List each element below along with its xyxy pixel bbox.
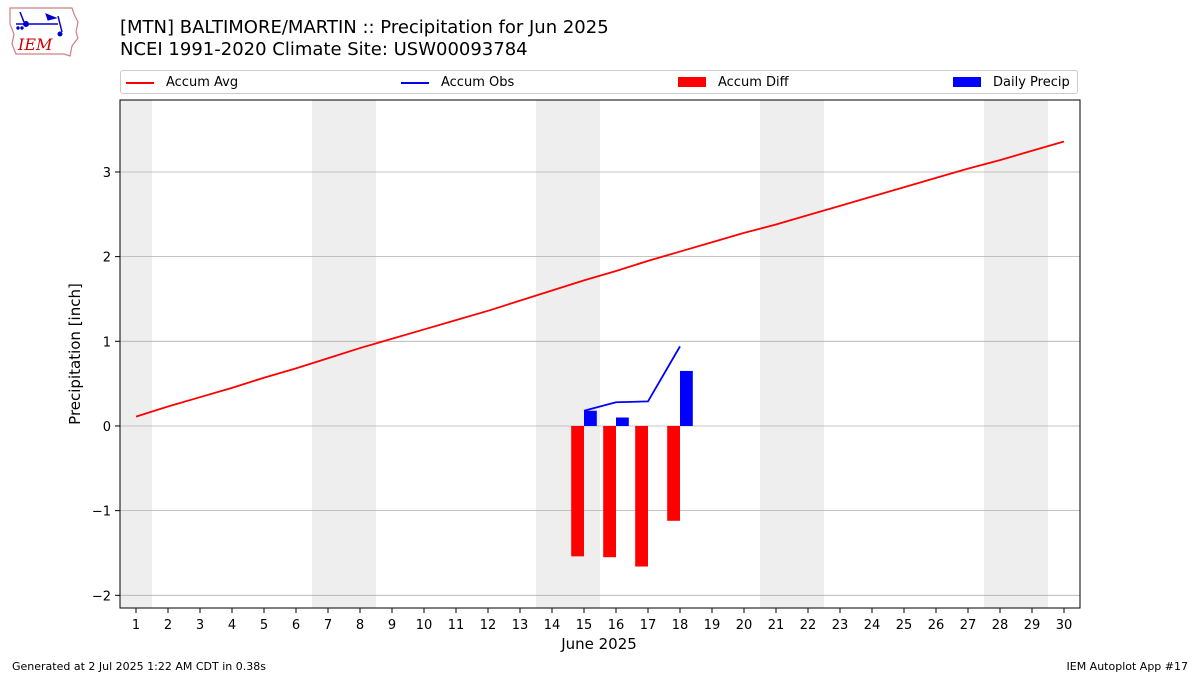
x-tick-label: 29 [1024,618,1041,633]
y-tick-label: 0 [103,420,111,435]
x-tick-label: 11 [448,618,465,633]
x-tick-label: 8 [356,618,364,633]
weekend-band [536,100,600,608]
footer-app: IEM Autoplot App #17 [1066,660,1189,673]
y-axis-label: Precipitation [inch] [66,283,84,425]
legend-swatch-accum-diff [678,77,706,87]
legend-swatch-daily-precip [953,77,981,87]
x-tick-label: 20 [736,618,753,633]
x-tick-label: 30 [1056,618,1073,633]
accum-obs-line [583,345,681,412]
legend-label-accum-diff: Accum Diff [718,75,789,90]
daily-precip-bar [616,417,629,426]
logo-text: IEM [17,35,53,54]
legend-swatch-accum-obs [401,82,429,84]
x-tick-label: 18 [672,618,689,633]
x-tick-label: 17 [640,618,657,633]
x-tick-label: 15 [576,618,593,633]
legend-label-accum-avg: Accum Avg [166,75,239,90]
x-tick-label: 6 [292,618,300,633]
x-tick-label: 3 [196,618,204,633]
x-tick-label: 4 [228,618,236,633]
weekend-band [984,100,1048,608]
accum-diff-bar [667,425,680,521]
x-tick-label: 13 [512,618,529,633]
y-tick-label: 2 [103,251,111,266]
x-tick-label: 14 [544,618,561,633]
accum-avg-line [135,140,1065,418]
accum-diff-bar [571,425,584,557]
accum-diff-bar [603,425,616,558]
x-tick-label: 2 [164,618,172,633]
legend-label-accum-obs: Accum Obs [441,75,515,90]
legend: Accum Avg Accum Obs Accum Diff Daily Pre… [120,70,1078,94]
y-tick-label: −2 [92,589,111,604]
daily-precip-bar [680,370,693,426]
x-tick-label: 5 [260,618,268,633]
x-tick-label: 23 [832,618,849,633]
chart-title: [MTN] BALTIMORE/MARTIN :: Precipitation … [120,17,609,38]
x-tick-label: 12 [480,618,497,633]
chart-subtitle: NCEI 1991-2020 Climate Site: USW00093784 [120,39,528,60]
y-tick-label: 3 [103,166,111,181]
daily-precip-bar [584,410,597,426]
x-tick-label: 25 [896,618,913,633]
x-tick-label: 9 [388,618,396,633]
legend-label-daily-precip: Daily Precip [993,75,1070,90]
x-tick-label: 19 [704,618,721,633]
x-tick-label: 27 [960,618,977,633]
x-axis-label: June 2025 [560,635,637,653]
iowa-outline-icon [9,7,79,57]
x-tick-label: 26 [928,618,945,633]
footer-generated: Generated at 2 Jul 2025 1:22 AM CDT in 0… [12,660,266,673]
weekend-band [760,100,824,608]
x-tick-label: 21 [768,618,785,633]
weather-station-icon [16,11,63,37]
accum-diff-bar [635,425,648,567]
x-tick-label: 28 [992,618,1009,633]
y-tick-label: −1 [92,505,111,520]
x-tick-label: 7 [324,618,332,633]
plot-frame [119,99,1081,609]
y-tick-label: 1 [103,335,111,350]
weekend-band [120,100,152,608]
x-tick-label: 1 [132,618,140,633]
iem-logo: IEM [9,7,79,57]
x-tick-label: 10 [416,618,433,633]
legend-swatch-accum-avg [126,82,154,84]
x-tick-label: 16 [608,618,625,633]
x-tick-label: 24 [864,618,881,633]
x-tick-label: 22 [800,618,817,633]
